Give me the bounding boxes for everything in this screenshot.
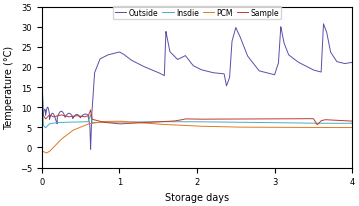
Sample [270,118,274,121]
Line: Insdie: Insdie [42,68,352,128]
X-axis label: Storage days: Storage days [165,192,229,202]
PCM [270,126,274,129]
Insdie [350,122,354,124]
Outside [152,70,156,73]
Outside [55,116,60,119]
Insdie [39,67,44,69]
Outside [88,148,93,151]
Line: PCM: PCM [42,122,352,153]
Insdie [270,122,274,124]
Outside [237,34,241,36]
Insdie [237,121,241,124]
Sample [55,115,60,117]
PCM [223,126,228,129]
Sample [286,118,291,121]
Sample [88,109,93,112]
PCM [152,123,157,125]
Insdie [55,122,60,124]
Insdie [152,121,156,123]
Sample [237,118,241,121]
PCM [117,120,121,123]
Insdie [223,121,228,124]
Insdie [43,127,48,129]
PCM [55,142,60,145]
Outside [286,54,291,57]
PCM [286,126,291,129]
Sample [315,124,320,126]
PCM [44,152,48,154]
Y-axis label: Temperature (°C): Temperature (°C) [4,46,14,130]
Outside [39,67,44,69]
Outside [270,74,274,76]
Line: Outside: Outside [42,25,352,150]
Outside [350,62,354,64]
Insdie [286,122,291,125]
Sample [350,120,354,123]
Line: Sample: Sample [42,110,352,125]
Sample [152,121,156,124]
PCM [350,127,354,129]
PCM [39,151,44,153]
Sample [223,118,228,121]
Legend: Outside, Insdie, PCM, Sample: Outside, Insdie, PCM, Sample [113,7,281,20]
Sample [39,110,44,113]
Outside [321,23,326,26]
PCM [237,126,241,129]
Outside [223,80,228,83]
